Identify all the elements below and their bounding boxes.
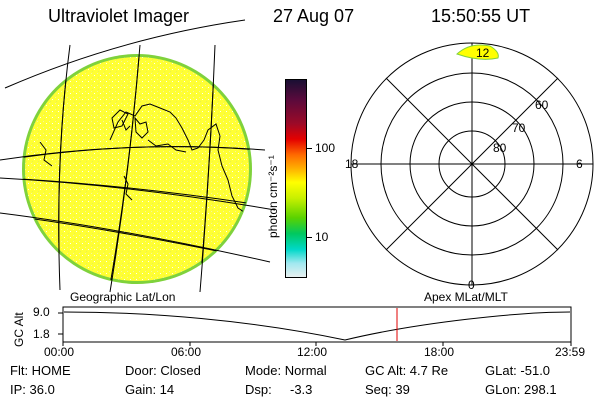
lat-label-60: 60 <box>535 98 549 112</box>
gc-alt-tick-1-8: 1.8 <box>33 327 50 341</box>
date-label: 27 Aug 07 <box>273 6 355 26</box>
time-label: 15:50:55 UT <box>431 6 531 26</box>
door-status: Door: Closed <box>125 363 201 378</box>
geographic-caption: Geographic Lat/Lon <box>70 290 176 304</box>
dsp-value: -3.3 <box>290 382 313 397</box>
mlt-label-0: 0 <box>468 278 475 292</box>
glon-status: GLon: 298.1 <box>485 382 557 397</box>
gc-alt-tick-9: 9.0 <box>33 305 50 319</box>
instrument-title: Ultraviolet Imager <box>48 6 190 26</box>
x-tick-2359: 23:59 <box>555 345 586 359</box>
gc-alt-status: GC Alt: 4.7 Re <box>365 363 449 378</box>
colorbar-tick-10 <box>306 237 312 238</box>
colorbar-label-100: 100 <box>315 141 336 155</box>
seq-status: Seq: 39 <box>365 382 410 397</box>
altitude-curve <box>63 311 571 341</box>
lat-label-70: 70 <box>512 121 526 135</box>
gc-alt-axis-label: GC Alt <box>12 312 26 347</box>
glat-status: GLat: -51.0 <box>485 363 551 378</box>
mlt-label-6: 6 <box>576 157 583 171</box>
colorbar-label-10: 10 <box>315 230 329 244</box>
aurora-glow <box>456 44 499 60</box>
mlt-label-12: 12 <box>476 46 490 60</box>
colorbar-tick-100 <box>306 148 312 149</box>
timeline-frame <box>62 306 572 343</box>
x-tick-0000: 00:00 <box>44 345 75 359</box>
x-tick-0600: 06:00 <box>171 345 202 359</box>
ip-status: IP: 36.0 <box>10 382 55 397</box>
filter-status: Flt: HOME <box>10 363 71 378</box>
mode-status: Mode: Normal <box>245 363 327 378</box>
dsp-label: Dsp: <box>245 382 272 397</box>
polar-caption: Apex MLat/MLT <box>424 290 508 304</box>
gain-status: Gain: 14 <box>125 382 175 397</box>
x-tick-1800: 18:00 <box>424 345 455 359</box>
mlt-label-18: 18 <box>345 157 359 171</box>
color-scale-bar <box>285 79 307 278</box>
lat-label-80: 80 <box>493 141 507 155</box>
x-tick-1200: 12:00 <box>297 345 328 359</box>
